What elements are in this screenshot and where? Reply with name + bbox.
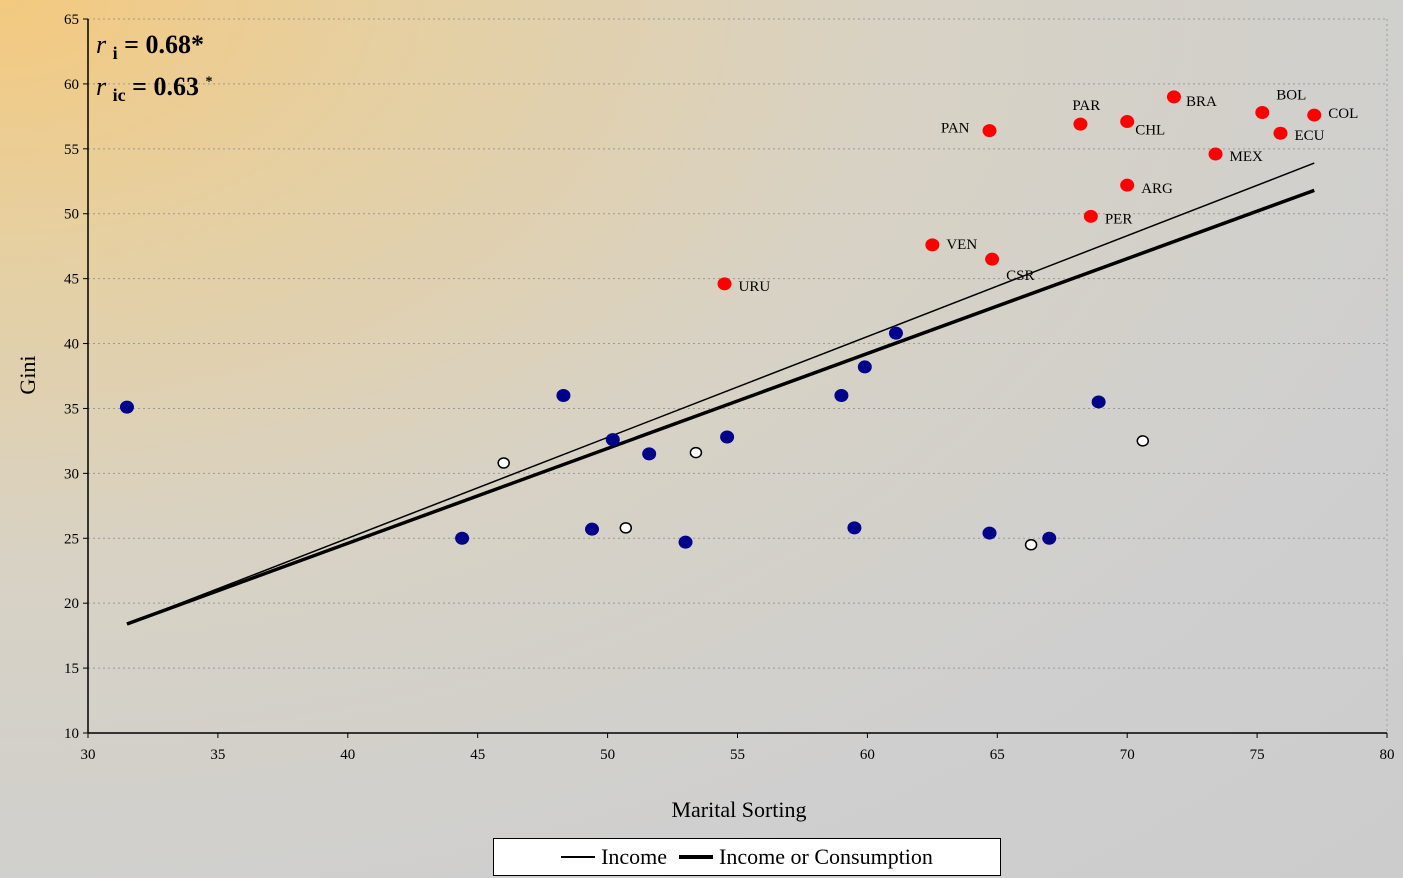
data-point xyxy=(119,400,134,414)
x-axis-title: Marital Sorting xyxy=(671,797,806,822)
point-label: ARG xyxy=(1141,181,1173,197)
r-value: = 0.68* xyxy=(124,30,204,59)
r-symbol: r xyxy=(96,72,107,101)
data-point-hollow xyxy=(1136,435,1150,447)
point-label: COL xyxy=(1328,106,1358,122)
r-subscript: i xyxy=(112,43,118,64)
y-tick-label: 45 xyxy=(64,272,79,288)
data-point-mex xyxy=(1208,147,1223,161)
legend-label: Income xyxy=(601,844,668,869)
data-point xyxy=(720,430,735,444)
correlation-income: r i = 0.68* xyxy=(96,30,204,64)
y-tick-label: 60 xyxy=(64,77,79,93)
point-label: BRA xyxy=(1186,94,1217,110)
x-axis-ticks: 30 35 40 45 50 55 60 65 70 75 80 xyxy=(81,733,1395,763)
data-point-par xyxy=(1073,117,1088,131)
data-point xyxy=(1091,395,1106,409)
data-point-col xyxy=(1307,108,1322,122)
y-tick-label: 65 xyxy=(64,12,79,28)
point-label: CHL xyxy=(1135,123,1165,139)
legend-swatch-thin xyxy=(561,856,596,858)
data-point xyxy=(642,447,657,461)
legend-item-income: Income xyxy=(561,844,667,870)
data-point xyxy=(1042,531,1057,545)
data-point xyxy=(556,388,571,402)
correlation-income-consumption: r ic = 0.63 * xyxy=(96,72,212,106)
legend-label: Income or Consumption xyxy=(719,844,933,869)
data-point xyxy=(982,526,997,540)
legend-swatch-thick xyxy=(679,855,714,859)
y-tick-label: 55 xyxy=(64,142,79,158)
data-point-hollow xyxy=(497,457,510,469)
r-superscript: * xyxy=(205,74,213,90)
data-point-bol xyxy=(1255,105,1270,119)
x-tick-label: 30 xyxy=(81,747,96,763)
y-tick-label: 25 xyxy=(64,531,79,547)
data-point xyxy=(847,521,862,535)
data-point xyxy=(585,522,600,536)
r-symbol: r xyxy=(96,30,107,59)
data-point-uru xyxy=(717,277,732,291)
y-tick-label: 10 xyxy=(64,726,79,742)
data-point xyxy=(455,531,470,545)
gridlines xyxy=(88,18,1387,669)
y-axis-ticks: 10 15 20 25 30 35 40 45 50 55 60 65 xyxy=(64,12,88,742)
y-tick-label: 15 xyxy=(64,661,79,677)
point-label: URU xyxy=(739,279,771,295)
plot-frame xyxy=(87,19,1388,734)
r-value: = 0.63 xyxy=(132,72,199,101)
data-point-chl xyxy=(1120,115,1135,129)
data-point-bra xyxy=(1166,90,1181,104)
x-tick-label: 65 xyxy=(990,747,1005,763)
fit-lines xyxy=(126,162,1315,626)
data-point-ecu xyxy=(1273,126,1288,140)
y-axis-title: Gini xyxy=(15,355,40,394)
legend: Income Income or Consumption xyxy=(493,838,1001,876)
data-point-hollow xyxy=(619,522,633,534)
data-point-hollow xyxy=(689,446,703,459)
y-tick-label: 20 xyxy=(64,596,79,612)
data-point-pan xyxy=(982,124,997,138)
y-tick-label: 30 xyxy=(64,466,79,482)
data-point xyxy=(888,326,903,340)
data-point xyxy=(857,360,872,374)
data-point-arg xyxy=(1120,178,1135,192)
point-label: VEN xyxy=(946,237,977,253)
x-tick-label: 55 xyxy=(730,747,745,763)
data-point xyxy=(605,433,620,447)
point-label: PER xyxy=(1105,211,1133,227)
data-point-ven xyxy=(925,238,940,252)
y-tick-label: 50 xyxy=(64,207,79,223)
y-tick-label: 40 xyxy=(64,337,79,353)
point-label: BOL xyxy=(1276,87,1306,103)
x-tick-label: 80 xyxy=(1380,747,1395,763)
point-label: CSR xyxy=(1006,268,1034,284)
x-tick-label: 60 xyxy=(860,747,875,763)
x-tick-label: 50 xyxy=(600,747,615,763)
data-point xyxy=(834,388,849,402)
fit-line-income xyxy=(126,162,1315,625)
legend-item-income-consumption: Income or Consumption xyxy=(679,844,933,870)
point-label: ECU xyxy=(1294,128,1324,144)
y-tick-label: 35 xyxy=(64,401,79,417)
x-tick-label: 35 xyxy=(210,747,225,763)
data-point-hollow xyxy=(1024,539,1038,551)
r-subscript: ic xyxy=(112,85,126,106)
data-point-csr xyxy=(985,252,1000,266)
data-point xyxy=(678,535,693,549)
fit-line-income-or-consumption xyxy=(126,188,1315,626)
point-label: MEX xyxy=(1230,149,1264,165)
point-label: PAN xyxy=(941,121,970,137)
x-tick-label: 40 xyxy=(340,747,355,763)
x-tick-label: 45 xyxy=(470,747,485,763)
x-tick-label: 70 xyxy=(1120,747,1135,763)
x-tick-label: 75 xyxy=(1250,747,1265,763)
data-points xyxy=(119,90,1322,551)
point-label: PAR xyxy=(1072,98,1100,114)
data-point-per xyxy=(1083,209,1098,223)
